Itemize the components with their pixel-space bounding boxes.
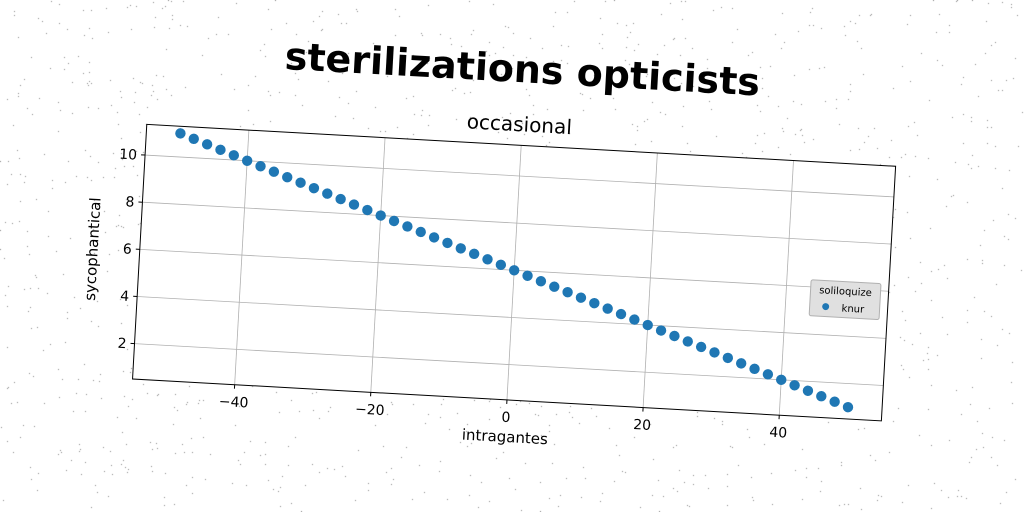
data-point bbox=[816, 391, 827, 402]
data-point bbox=[402, 221, 413, 232]
x-tick-label: −40 bbox=[218, 394, 248, 412]
data-point bbox=[695, 341, 707, 353]
data-point bbox=[335, 193, 346, 205]
data-point bbox=[789, 380, 800, 391]
data-point bbox=[709, 347, 720, 358]
data-point bbox=[735, 358, 747, 369]
data-point bbox=[562, 286, 573, 298]
data-point bbox=[428, 232, 440, 243]
y-grid-line bbox=[145, 154, 894, 198]
data-point bbox=[348, 199, 360, 210]
data-point bbox=[776, 374, 787, 386]
x-tick-label: 40 bbox=[769, 425, 788, 442]
data-point bbox=[509, 265, 520, 276]
data-point bbox=[241, 155, 253, 166]
data-point bbox=[495, 259, 507, 271]
data-point bbox=[268, 166, 280, 177]
grid-lines bbox=[134, 130, 894, 416]
x-tick-label: −20 bbox=[355, 401, 385, 419]
scatter-points bbox=[175, 128, 854, 413]
data-point bbox=[842, 401, 854, 413]
data-point bbox=[442, 237, 453, 249]
y-grid-line bbox=[137, 296, 887, 339]
legend: soliloquize knur bbox=[808, 279, 882, 320]
data-point bbox=[589, 297, 600, 309]
data-point bbox=[602, 303, 613, 314]
data-point bbox=[415, 226, 426, 238]
x-grid-line bbox=[778, 160, 794, 416]
x-axis-label: intragantes bbox=[461, 425, 548, 448]
y-ticks: 2 4 6 8 10 bbox=[117, 147, 146, 352]
data-point bbox=[322, 188, 333, 199]
data-point bbox=[215, 144, 226, 156]
y-tick-label: 6 bbox=[122, 241, 132, 257]
data-point bbox=[188, 133, 199, 145]
y-tick-label: 2 bbox=[117, 336, 127, 352]
data-point bbox=[669, 330, 680, 342]
data-point bbox=[829, 396, 840, 407]
data-point bbox=[642, 319, 653, 331]
x-grid-line bbox=[234, 130, 250, 385]
data-point bbox=[468, 248, 480, 260]
data-point bbox=[749, 363, 760, 375]
data-point bbox=[201, 139, 213, 150]
data-point bbox=[802, 385, 814, 396]
data-point bbox=[535, 276, 547, 287]
figure-suptitle: sterilizations opticists bbox=[284, 34, 761, 104]
data-point bbox=[722, 352, 734, 364]
legend-marker bbox=[822, 303, 830, 311]
data-point bbox=[762, 369, 774, 380]
data-point bbox=[522, 270, 533, 281]
data-point bbox=[482, 254, 493, 265]
data-point bbox=[629, 314, 640, 325]
plot-axes: −40 −20 0 20 40 2 4 6 8 10 bbox=[117, 123, 897, 442]
data-point bbox=[682, 336, 693, 347]
data-point bbox=[655, 325, 667, 336]
x-grid-line bbox=[370, 137, 386, 393]
data-point bbox=[375, 210, 386, 221]
x-tick-label: 20 bbox=[633, 417, 652, 434]
data-point bbox=[615, 308, 627, 320]
legend-title: soliloquize bbox=[819, 285, 872, 299]
y-tick-label: 8 bbox=[125, 194, 135, 210]
rotated-figure: sterilizations opticists occasional −40−… bbox=[81, 34, 897, 448]
y-axis-label: sycophantical bbox=[81, 197, 105, 301]
x-grid-line bbox=[642, 152, 658, 408]
data-point bbox=[362, 204, 373, 216]
y-grid-line bbox=[134, 343, 884, 386]
y-tick-label: 4 bbox=[120, 289, 130, 305]
data-point bbox=[575, 292, 587, 303]
data-point bbox=[455, 243, 467, 254]
data-point bbox=[228, 150, 240, 161]
data-point bbox=[282, 171, 293, 183]
data-point bbox=[175, 128, 186, 139]
data-point bbox=[308, 182, 320, 194]
data-point bbox=[255, 161, 266, 172]
data-point bbox=[388, 215, 400, 227]
y-tick-label: 10 bbox=[119, 147, 138, 164]
legend-label-knur: knur bbox=[841, 303, 865, 315]
data-point bbox=[549, 281, 560, 292]
x-ticks: −40 −20 0 20 40 bbox=[218, 384, 788, 442]
axes-title: occasional bbox=[466, 109, 572, 139]
x-tick-label: 0 bbox=[501, 410, 511, 426]
y-grid-line bbox=[142, 201, 892, 245]
data-point bbox=[295, 177, 306, 188]
